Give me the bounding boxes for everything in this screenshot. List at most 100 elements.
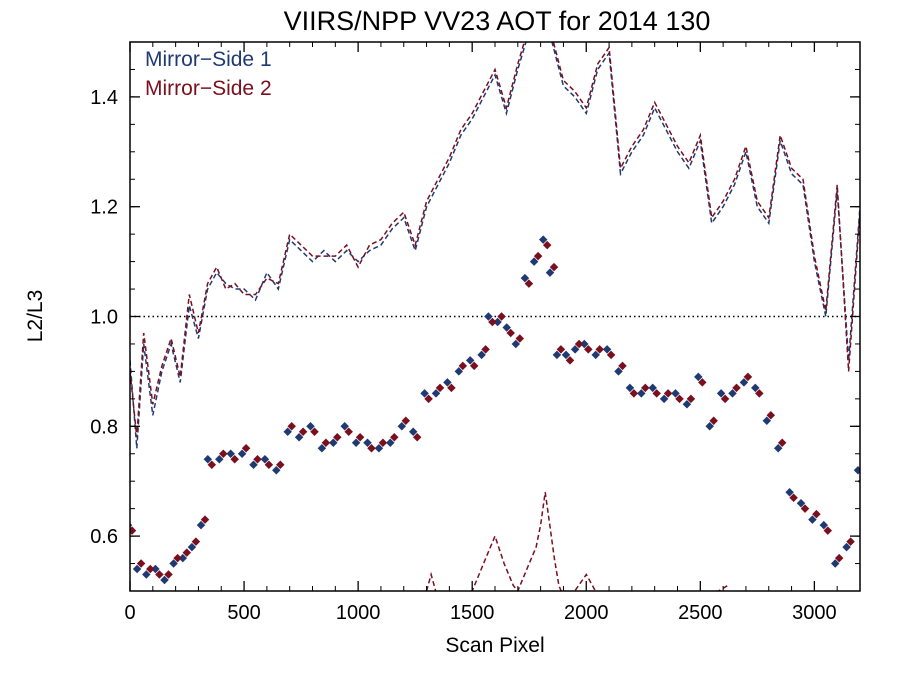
x-tick-label: 500	[227, 602, 260, 624]
data-point	[276, 460, 285, 469]
data-point	[552, 350, 562, 360]
data-point	[333, 433, 342, 442]
y-tick-label: 1.4	[90, 87, 118, 109]
data-point	[294, 433, 304, 442]
data-point	[698, 378, 707, 387]
data-point	[618, 361, 627, 371]
data-point	[766, 411, 776, 420]
data-point	[355, 433, 365, 442]
x-tick-label: 2000	[564, 602, 609, 624]
data-point	[705, 422, 714, 431]
x-tick-label: 1000	[336, 602, 381, 624]
data-point	[260, 454, 270, 464]
data-point	[408, 427, 418, 437]
data-point	[447, 383, 456, 393]
data-point	[777, 438, 787, 448]
data-point	[743, 372, 753, 382]
data-point	[785, 487, 794, 497]
data-point	[493, 317, 502, 327]
data-point	[789, 493, 798, 502]
data-point	[506, 328, 515, 338]
y-axis-label: L2/L3	[24, 290, 47, 343]
data-point	[675, 394, 684, 404]
data-point	[378, 438, 388, 448]
data-point	[424, 394, 433, 404]
data-point	[443, 378, 452, 387]
data-point	[565, 356, 575, 365]
data-point	[497, 312, 506, 321]
data-point	[435, 383, 445, 393]
data-point	[340, 422, 349, 431]
data-point	[614, 367, 623, 376]
data-point	[241, 444, 251, 453]
data-point	[629, 389, 639, 398]
data-point	[556, 345, 566, 354]
data-point	[637, 389, 646, 398]
data-point	[458, 361, 468, 371]
data-point	[401, 416, 411, 426]
data-point	[652, 389, 661, 398]
data-point	[272, 465, 281, 475]
data-point	[329, 438, 338, 448]
data-point	[477, 350, 486, 360]
chart-title: VIIRS/NPP VV23 AOT for 2014 130	[284, 6, 711, 36]
data-point	[641, 383, 650, 393]
data-point	[716, 389, 726, 398]
data-point	[351, 438, 361, 448]
x-tick-label: 3000	[792, 602, 837, 624]
data-point	[420, 389, 429, 398]
data-point	[773, 444, 783, 453]
data-point	[545, 268, 555, 277]
data-point	[412, 433, 422, 442]
data-point	[570, 345, 580, 354]
data-point	[584, 345, 593, 354]
data-point	[812, 509, 821, 519]
data-point	[591, 350, 600, 360]
data-point	[431, 389, 441, 398]
data-point	[344, 427, 353, 437]
data-point	[561, 350, 571, 360]
data-point	[853, 465, 860, 475]
data-point	[663, 389, 673, 398]
data-point	[469, 361, 479, 371]
y-tick-label: 0.8	[90, 416, 118, 438]
x-tick-label: 2500	[678, 602, 723, 624]
y-tick-label: 0.6	[90, 526, 118, 548]
data-point	[367, 444, 376, 453]
data-point	[321, 438, 331, 448]
data-point	[386, 438, 395, 448]
data-point	[287, 422, 296, 431]
y-tick-label: 1.0	[90, 307, 118, 329]
data-point	[830, 559, 840, 568]
data-point	[529, 257, 539, 266]
data-point	[739, 378, 749, 387]
data-point	[226, 449, 235, 459]
data-point	[481, 345, 490, 354]
data-point	[709, 416, 718, 426]
data-point	[520, 273, 530, 283]
data-point	[549, 262, 559, 272]
data-point	[823, 526, 833, 535]
data-point	[484, 312, 493, 321]
data-point	[819, 520, 829, 530]
data-point	[808, 515, 817, 524]
data-point	[762, 416, 772, 426]
data-point	[648, 383, 657, 393]
data-point	[728, 389, 737, 398]
data-point	[488, 317, 497, 327]
data-point	[842, 542, 851, 552]
ticks-layer: 0 500 1000 1500 2000 2500 3000 0.6 0.8 1.0 1.2 1.4	[90, 41, 861, 624]
data-point	[363, 438, 372, 448]
data-point	[230, 454, 239, 464]
data-point	[834, 553, 844, 563]
data-point	[524, 279, 534, 288]
data-point	[310, 427, 319, 437]
data-point	[595, 345, 604, 354]
data-point	[502, 323, 511, 332]
data-point	[264, 460, 274, 469]
data-point	[720, 394, 730, 404]
data-point	[606, 350, 616, 360]
data-point	[298, 427, 308, 437]
data-point	[219, 449, 228, 459]
data-point	[207, 460, 217, 469]
